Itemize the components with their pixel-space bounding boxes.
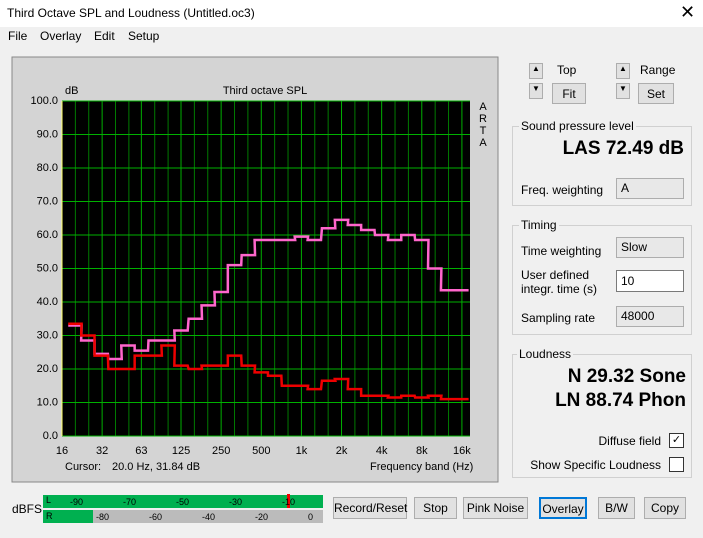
label: User defined integr. time (s) — [521, 268, 598, 296]
menu-item[interactable]: Setup — [128, 29, 160, 43]
text-input[interactable]: 10 — [616, 270, 684, 292]
meter-channel: L — [46, 495, 52, 505]
x-tick-label: 125 — [172, 445, 190, 457]
meter-channel: R — [46, 511, 53, 521]
cursor-value: 20.0 Hz, 31.84 dB — [112, 461, 200, 473]
x-label: Frequency band (Hz) — [370, 461, 473, 473]
cursor-label: Cursor: — [65, 461, 101, 473]
group-title: Timing — [519, 218, 559, 232]
checkbox[interactable]: ✓ — [669, 433, 684, 448]
meter-scale-label: -90 — [70, 497, 84, 507]
meter-scale-label: -50 — [176, 497, 190, 507]
meter-scale-label: -10 — [282, 497, 296, 507]
label: Sampling rate — [521, 311, 596, 325]
loudness-n: N 29.32 Sone — [567, 366, 686, 387]
chart-title: Third octave SPL — [223, 85, 307, 97]
x-tick-label: 16k — [453, 445, 471, 457]
y-tick-label: 60.0 — [37, 229, 58, 241]
up-button[interactable]: ▲ — [616, 63, 630, 79]
meter-bar — [93, 510, 323, 523]
y-tick-label: 100.0 — [30, 95, 58, 107]
button[interactable]: Stop — [414, 497, 457, 519]
y-tick-label: 20.0 — [37, 363, 58, 375]
group-box — [512, 354, 692, 478]
menu-item[interactable]: Edit — [94, 29, 115, 43]
dropdown[interactable]: 48000 — [616, 306, 684, 327]
meter-peak — [287, 494, 290, 508]
title-bar — [0, 0, 703, 27]
menu-item[interactable]: File — [8, 29, 28, 43]
set-button[interactable]: Set — [638, 83, 674, 104]
label: Top — [557, 63, 577, 77]
meter-scale-label: -60 — [149, 512, 163, 522]
x-tick-label: 63 — [135, 445, 147, 457]
dropdown[interactable]: Slow — [616, 237, 684, 258]
y-tick-label: 30.0 — [37, 329, 58, 341]
down-button[interactable]: ▼ — [616, 83, 630, 99]
group-title: Loudness — [517, 347, 574, 361]
meter-scale-label: -80 — [96, 512, 110, 522]
button[interactable]: Pink Noise — [463, 497, 528, 519]
y-label: dB — [65, 85, 78, 97]
side-letter: T — [480, 125, 487, 137]
meter-scale-label: -70 — [123, 497, 137, 507]
y-tick-label: 40.0 — [37, 296, 58, 308]
side-letter: A — [479, 101, 487, 113]
meter-bar — [43, 495, 323, 508]
meter-scale-label: -20 — [255, 512, 269, 522]
y-tick-label: 50.0 — [37, 262, 58, 274]
x-tick-label: 2k — [336, 445, 348, 457]
close-icon[interactable]: ✕ — [680, 2, 696, 22]
fit-button[interactable]: Fit — [552, 83, 586, 104]
spl-line — [68, 322, 469, 401]
up-button[interactable]: ▲ — [529, 63, 543, 79]
x-tick-label: 16 — [56, 445, 68, 457]
label: Time weighting — [521, 244, 602, 258]
label: Diffuse field — [598, 434, 661, 448]
meter-scale-label: 0 — [308, 512, 314, 522]
group-box — [512, 225, 692, 335]
spl-reading: LAS 72.49 dB — [562, 138, 684, 159]
label: Freq. weighting — [521, 183, 604, 197]
group-title: Sound pressure level — [519, 119, 636, 133]
x-tick-label: 1k — [296, 445, 308, 457]
x-tick-label: 8k — [416, 445, 428, 457]
x-tick-label: 500 — [252, 445, 270, 457]
meter-scale-label: -30 — [229, 497, 243, 507]
meter-scale-label: -40 — [202, 512, 216, 522]
label: Show Specific Loudness — [530, 458, 661, 472]
button[interactable]: Record/Reset — [333, 497, 407, 519]
y-tick-label: 0.0 — [43, 430, 58, 442]
x-tick-label: 250 — [212, 445, 230, 457]
x-tick-label: 32 — [96, 445, 108, 457]
menu-item[interactable]: Overlay — [40, 29, 82, 43]
dropdown[interactable]: A — [616, 178, 684, 199]
y-tick-label: 90.0 — [37, 128, 58, 140]
label: Range — [640, 63, 676, 77]
loudness-ln: LN 88.74 Phon — [555, 390, 686, 411]
checkbox[interactable] — [669, 457, 684, 472]
down-button[interactable]: ▼ — [529, 83, 543, 99]
side-letter: R — [479, 113, 487, 125]
button[interactable]: Copy — [644, 497, 686, 519]
button[interactable]: Overlay — [539, 497, 587, 519]
x-tick-label: 4k — [376, 445, 388, 457]
y-tick-label: 70.0 — [37, 195, 58, 207]
meter-label: dBFS — [12, 502, 43, 516]
side-letter: A — [479, 137, 487, 149]
button[interactable]: B/W — [598, 497, 635, 519]
spl-line — [68, 218, 469, 361]
meter-bar — [43, 510, 93, 523]
y-tick-label: 80.0 — [37, 162, 58, 174]
window-title: Third Octave SPL and Loudness (Untitled.… — [7, 6, 255, 20]
y-tick-label: 10.0 — [37, 396, 58, 408]
